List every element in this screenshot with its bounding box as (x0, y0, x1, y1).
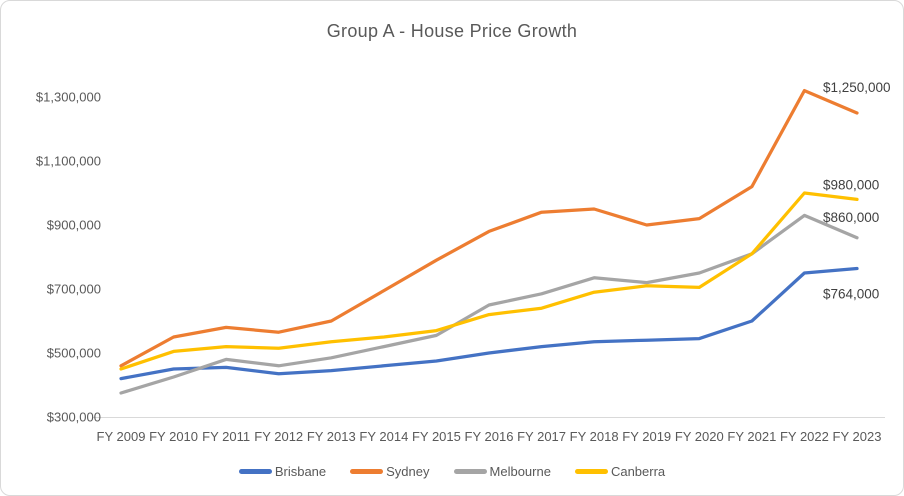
data-label-canberra: $980,000 (823, 177, 879, 192)
x-axis-tick-label: FY 2015 (412, 429, 461, 444)
x-axis-tick-label: FY 2012 (254, 429, 303, 444)
x-axis-tick-label: FY 2022 (780, 429, 829, 444)
data-label-sydney: $1,250,000 (823, 80, 891, 95)
legend-label: Brisbane (274, 464, 327, 479)
legend-swatch-melbourne (453, 469, 487, 474)
chart-title: Group A - House Price Growth (326, 21, 578, 41)
series-line-melbourne (119, 213, 859, 395)
x-axis-tick-label: FY 2019 (622, 429, 671, 444)
legend-swatch-canberra (574, 469, 608, 474)
y-axis-tick-label: $1,100,000 (36, 154, 101, 169)
x-axis-tick-label: FY 2016 (465, 429, 514, 444)
legend: Brisbane Sydney Melbourne Canberra (1, 464, 903, 479)
legend-swatch-sydney (350, 469, 384, 474)
legend-label: Canberra (610, 464, 666, 479)
x-axis-tick-label: FY 2017 (517, 429, 566, 444)
x-axis-tick-label: FY 2009 (97, 429, 146, 444)
x-axis-tick-label: FY 2023 (833, 429, 882, 444)
series-line-sydney (119, 88, 859, 368)
legend-label: Sydney (386, 464, 430, 479)
legend-item-brisbane: Brisbane (238, 464, 327, 479)
data-label-brisbane: $764,000 (823, 287, 879, 302)
x-axis-tick-label: FY 2011 (202, 429, 250, 444)
y-axis-tick-label: $900,000 (47, 218, 101, 233)
y-axis-tick-label: $300,000 (47, 410, 101, 425)
y-axis-tick-label: $1,300,000 (36, 90, 101, 105)
x-axis-tick-label: FY 2018 (570, 429, 619, 444)
x-axis-tick-label: FY 2013 (307, 429, 356, 444)
legend-item-melbourne: Melbourne (453, 464, 551, 479)
x-axis-tick-label: FY 2020 (675, 429, 724, 444)
legend-swatch-brisbane (238, 469, 272, 474)
x-axis-tick-label: FY 2010 (149, 429, 198, 444)
data-label-melbourne: $860,000 (823, 210, 879, 225)
y-axis-tick-label: $700,000 (47, 282, 101, 297)
x-axis-tick-label: FY 2021 (727, 429, 776, 444)
legend-label: Melbourne (489, 464, 551, 479)
x-axis-tick-label: FY 2014 (359, 429, 408, 444)
series-line-brisbane (119, 266, 859, 381)
y-axis-tick-label: $500,000 (47, 346, 101, 361)
legend-item-canberra: Canberra (574, 464, 666, 479)
series-line-canberra (119, 191, 859, 371)
legend-item-sydney: Sydney (350, 464, 430, 479)
